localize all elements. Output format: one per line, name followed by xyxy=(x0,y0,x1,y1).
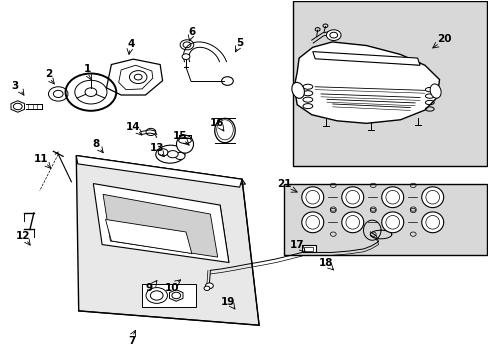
Ellipse shape xyxy=(301,212,323,233)
Ellipse shape xyxy=(341,187,363,208)
Text: 1: 1 xyxy=(84,64,91,74)
Ellipse shape xyxy=(381,187,403,208)
Circle shape xyxy=(146,288,167,303)
Text: 14: 14 xyxy=(126,122,141,132)
Polygon shape xyxy=(103,194,217,257)
Polygon shape xyxy=(76,156,259,325)
Text: 21: 21 xyxy=(277,179,291,189)
Text: 13: 13 xyxy=(149,143,163,153)
Polygon shape xyxy=(93,184,228,262)
Ellipse shape xyxy=(301,187,323,208)
Text: 9: 9 xyxy=(145,283,153,293)
Circle shape xyxy=(182,54,189,59)
Bar xyxy=(293,1,487,166)
Polygon shape xyxy=(105,220,191,253)
Polygon shape xyxy=(294,42,439,123)
Polygon shape xyxy=(76,156,245,184)
Circle shape xyxy=(221,77,233,85)
Text: 16: 16 xyxy=(209,118,224,128)
Text: 3: 3 xyxy=(12,81,19,91)
Ellipse shape xyxy=(421,187,443,208)
Bar xyxy=(304,247,312,251)
Polygon shape xyxy=(312,51,419,65)
Circle shape xyxy=(326,30,340,41)
Text: 7: 7 xyxy=(128,336,136,346)
Text: 15: 15 xyxy=(173,131,187,141)
Text: 11: 11 xyxy=(33,154,48,164)
Ellipse shape xyxy=(291,82,304,98)
Ellipse shape xyxy=(167,150,178,158)
Text: 4: 4 xyxy=(127,40,135,49)
Text: 8: 8 xyxy=(92,139,100,149)
Text: 20: 20 xyxy=(436,35,451,44)
Polygon shape xyxy=(169,290,183,301)
Ellipse shape xyxy=(429,84,440,98)
Ellipse shape xyxy=(214,118,235,143)
Circle shape xyxy=(175,152,184,159)
Circle shape xyxy=(158,149,167,156)
Ellipse shape xyxy=(341,212,363,233)
Text: 10: 10 xyxy=(165,283,179,293)
Ellipse shape xyxy=(421,212,443,233)
Text: 5: 5 xyxy=(236,38,243,48)
Text: 2: 2 xyxy=(45,69,52,79)
Bar xyxy=(302,245,315,252)
Ellipse shape xyxy=(381,212,403,233)
Text: 6: 6 xyxy=(188,27,196,37)
Text: 18: 18 xyxy=(319,258,333,268)
Ellipse shape xyxy=(176,135,193,153)
Text: 12: 12 xyxy=(15,231,30,240)
Circle shape xyxy=(205,283,213,289)
Ellipse shape xyxy=(156,145,184,163)
Polygon shape xyxy=(76,156,242,187)
Bar xyxy=(142,284,195,307)
Text: 19: 19 xyxy=(221,297,235,307)
Bar xyxy=(283,184,487,255)
Circle shape xyxy=(203,286,209,291)
Text: 17: 17 xyxy=(289,240,304,250)
Polygon shape xyxy=(106,59,162,95)
